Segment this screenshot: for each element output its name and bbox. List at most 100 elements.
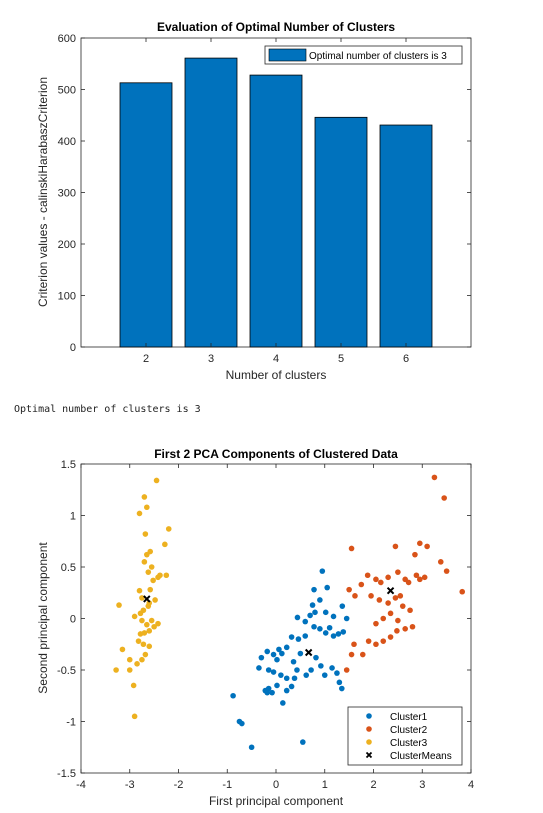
scatter-xtick-label: 4 [468,779,474,791]
cluster1-point [264,648,271,655]
bar-4 [249,74,303,348]
legend-marker-cluster3 [366,739,372,745]
bar-legend-swatch [268,48,307,62]
cluster1-point [340,629,347,635]
cluster1-point [230,692,236,699]
cluster3-point [136,587,143,594]
scatter-ytick-label: 1 [70,511,76,523]
cluster1-point [294,667,300,673]
cluster2-point [437,559,444,565]
cluster1-point [303,672,310,678]
scatter-ytick-label: -1.5 [57,768,76,780]
cluster1-point [239,720,245,727]
cluster3-point [130,682,137,689]
cluster2-point [364,572,371,579]
cluster1-point [339,685,345,692]
cluster1-point [322,609,329,616]
bar-chart-legend: Optimal number of clusters is 3 [264,45,463,65]
cluster1-point [258,654,265,661]
bar-xtick-label: 6 [403,353,409,365]
cluster3-point [139,656,145,663]
cluster3-point [136,510,143,517]
cluster1-point [308,667,314,673]
cluster3-point [141,494,148,500]
legend-marker-cluster2 [366,726,372,732]
bar-chart-xlabel: Number of clusters [226,368,327,382]
bar-ytick-label: 400 [58,136,76,148]
bar-legend-box [264,45,463,65]
cluster3-point [148,617,155,624]
cluster1-point [283,644,290,651]
cluster2-point [358,581,365,588]
cluster2-point [359,651,366,658]
cluster2-point [417,576,423,583]
cluster3-point [116,602,122,608]
scatter-xtick-label: -4 [76,779,86,791]
cluster1-point [311,586,317,593]
bar-xtick-label: 4 [273,353,279,365]
cluster1-point [294,614,301,621]
bar-ytick-label: 100 [58,291,76,303]
cluster2-point [417,540,423,547]
cluster2-point [351,641,357,648]
scatter-ytick-label: 0 [70,614,76,626]
cluster3-point [146,643,153,650]
bar-ytick-label: 300 [58,188,76,200]
scatter-xtick-label: 2 [370,779,376,791]
cluster3-point [142,531,149,537]
cluster1-point [256,665,262,671]
bar-chart-ylabel: Criterion values - calinskiHarabaszCrite… [36,77,50,307]
cluster2-point [409,623,416,630]
cluster1-point [319,568,326,574]
cluster1-point [317,597,323,603]
cluster3-point [142,651,149,658]
scatter-chart-ylabel: Second principal component [36,542,50,694]
cluster3-point [150,577,156,584]
cluster1-point [307,612,313,619]
cluster3-point [140,641,147,648]
cluster3-point [147,548,154,555]
cluster2-point [385,574,391,581]
scatter-chart-xlabel: First principal component [209,794,344,808]
cluster1-point [269,689,275,696]
legend-label-cluster2: Cluster2 [390,725,428,736]
cluster1-point [343,615,350,622]
cluster1-point [265,667,272,673]
cluster2-point [397,593,404,599]
cluster2-point [443,568,450,574]
bar-xtick-label: 5 [338,353,344,365]
cluster2-point [373,620,379,627]
cluster2-point [380,615,387,622]
cluster2-point [413,572,420,579]
cluster3-point [145,569,152,575]
cluster1-point [330,633,337,639]
cluster2-point [395,617,401,624]
cluster2-point [392,595,399,601]
cluster1-point [322,630,329,636]
scatter-legend: Cluster1 Cluster2 Cluster3 ClusterMeans [347,706,463,766]
scatter-points [113,474,466,751]
cluster3-point [163,572,170,579]
cluster3-point [131,713,138,720]
bar-chart-title: Evaluation of Optimal Number of Clusters [157,20,395,34]
cluster1-point [317,626,323,632]
cluster3-point [126,667,133,673]
cluster2-point [373,641,379,648]
cluster2-point [394,628,400,634]
cluster3-point [119,646,126,653]
cluster3-point [165,526,172,532]
cluster2-point [424,543,430,550]
cluster2-point [431,474,438,481]
cluster1-point [334,670,340,676]
cluster2-point [380,638,387,644]
cluster2-point [385,600,391,606]
legend-marker-means [365,751,373,759]
bar-xtick-label: 2 [143,353,149,365]
cluster1-point [290,658,297,665]
bar-6 [379,124,433,348]
cluster3-point [147,586,154,593]
cluster2-point [368,593,374,599]
scatter-y-axis: -1.5 -1 -0.5 0 0.5 1 1.5 [57,459,471,780]
cluster2-point [346,586,352,593]
cluster-mean-marker [143,595,151,603]
